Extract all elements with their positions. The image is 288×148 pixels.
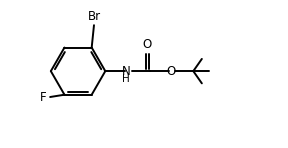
Text: F: F bbox=[40, 91, 47, 103]
Text: Br: Br bbox=[88, 10, 101, 23]
Text: N: N bbox=[122, 65, 130, 78]
Text: O: O bbox=[166, 65, 176, 78]
Text: O: O bbox=[143, 38, 152, 51]
Text: H: H bbox=[122, 74, 130, 84]
